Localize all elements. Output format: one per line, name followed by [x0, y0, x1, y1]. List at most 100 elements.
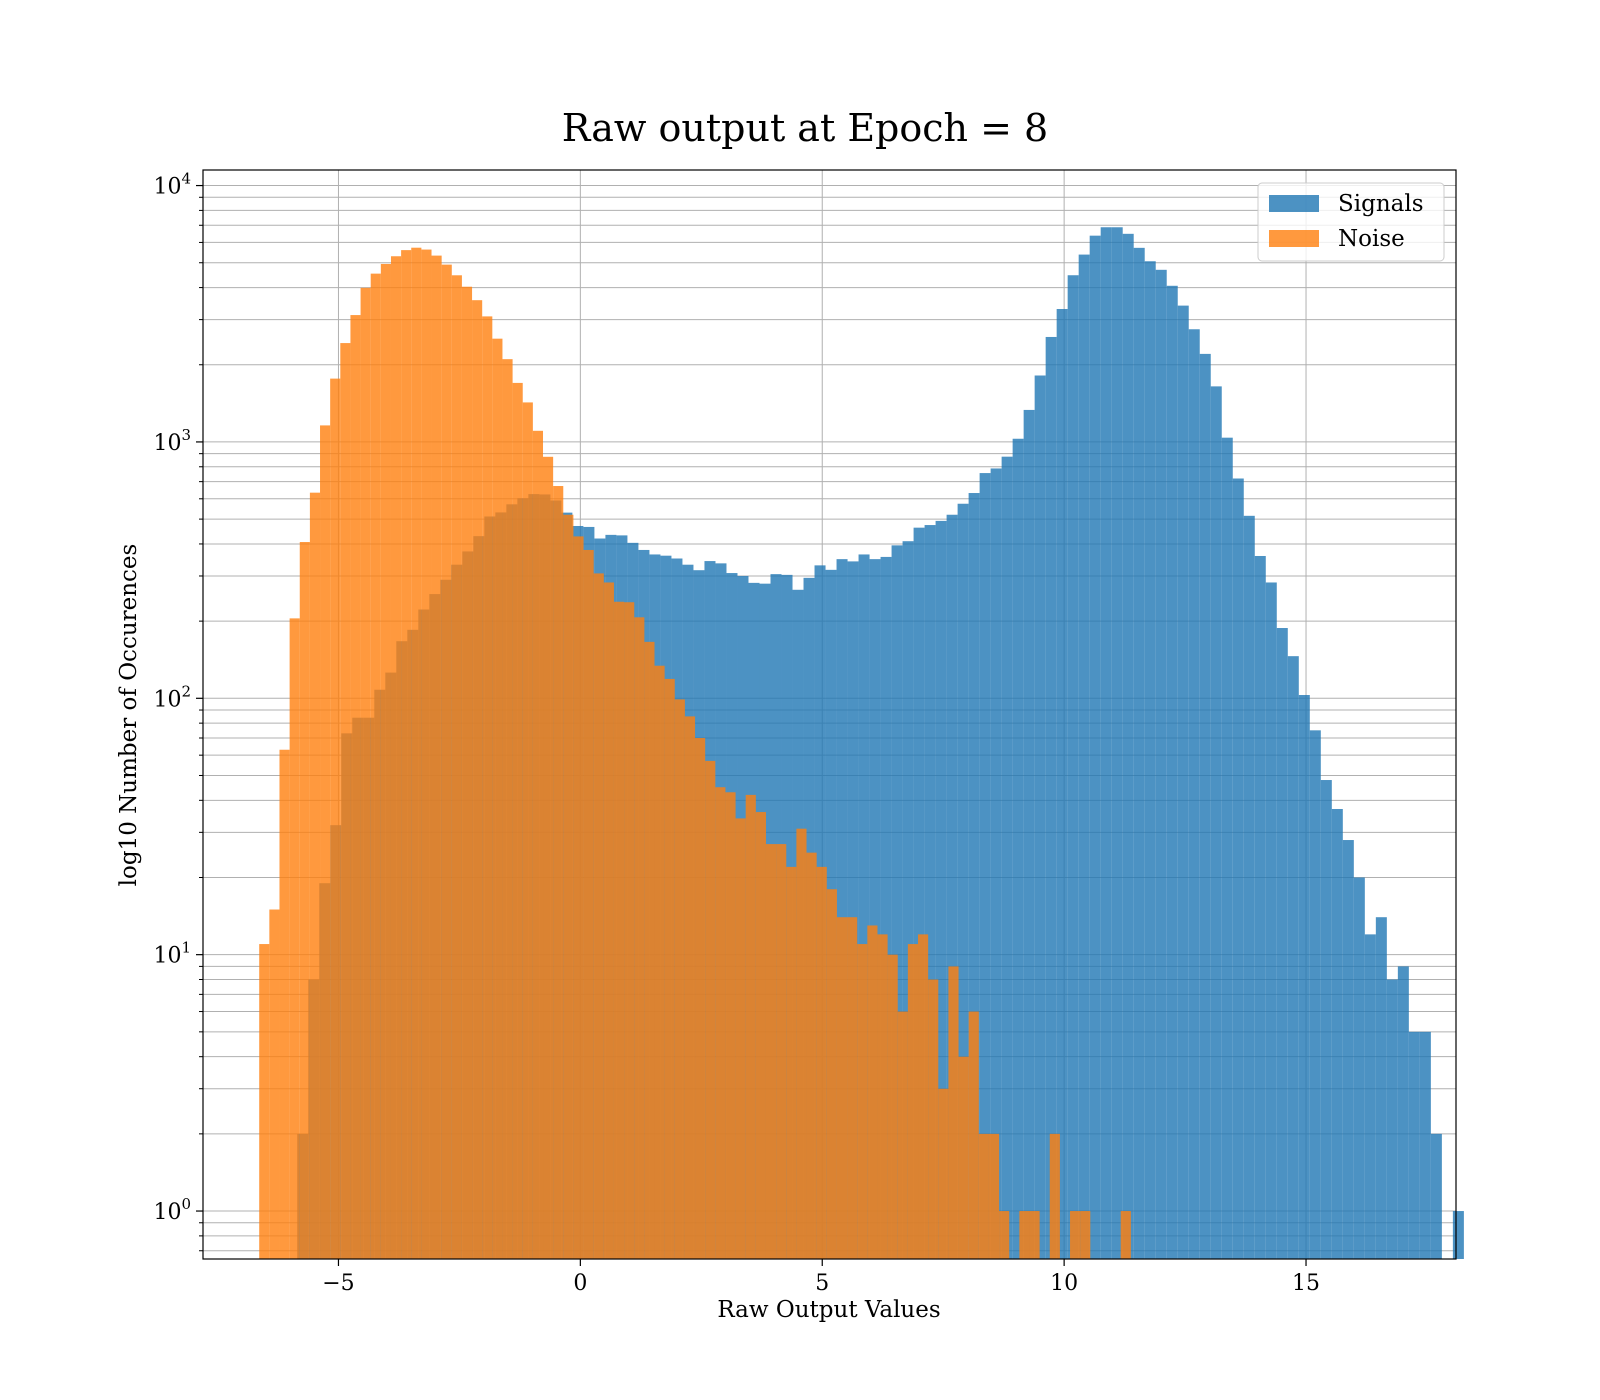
signals-bar	[1287, 656, 1299, 1259]
signals-bar	[891, 545, 903, 1259]
signals-bar	[1298, 695, 1310, 1259]
noise-bar	[492, 338, 503, 1260]
chart-title: Raw output at Epoch = 8	[562, 106, 1048, 150]
signals-bar	[979, 473, 991, 1259]
y-tick-label: 100	[153, 1195, 191, 1225]
noise-bar	[340, 343, 351, 1259]
noise-bar	[735, 818, 746, 1259]
noise-bar	[289, 618, 300, 1259]
signals-bar	[1111, 227, 1123, 1260]
noise-bar	[968, 1011, 979, 1259]
noise-bar	[755, 812, 766, 1259]
noise-bar	[928, 979, 939, 1259]
noise-bar	[563, 514, 574, 1259]
noise-bar	[522, 402, 533, 1259]
signals-bar	[902, 541, 914, 1259]
legend-swatch-noise	[1269, 230, 1319, 247]
noise-bar	[786, 866, 797, 1259]
signals-bar	[1276, 628, 1288, 1259]
signals-bar	[858, 554, 870, 1259]
noise-bar	[1070, 1211, 1081, 1259]
noise-bar	[684, 716, 696, 1259]
noise-bar	[654, 665, 665, 1259]
x-tick-label: 0	[573, 1271, 587, 1296]
noise-bar	[796, 828, 807, 1259]
noise-bar	[816, 866, 827, 1259]
noise-bar	[988, 1133, 1000, 1259]
noise-bar	[725, 792, 736, 1259]
signals-bar	[1210, 386, 1222, 1259]
signals-bar	[1100, 227, 1112, 1260]
signals-bar	[1243, 515, 1255, 1259]
noise-bar	[826, 889, 837, 1259]
noise-bar	[370, 273, 381, 1259]
noise-bar	[380, 263, 391, 1259]
signals-bar	[1188, 329, 1200, 1259]
noise-bar	[836, 917, 848, 1259]
signals-bar	[1155, 269, 1167, 1259]
noise-bar	[624, 602, 635, 1259]
noise-bar	[958, 1056, 969, 1259]
noise-bar	[715, 787, 726, 1259]
noise-bar	[390, 256, 402, 1259]
plot-frame	[202, 169, 1457, 1260]
noise-bar	[350, 315, 361, 1259]
noise-bar	[299, 542, 310, 1259]
noise-bar	[938, 1088, 949, 1259]
signals-bar	[968, 493, 980, 1260]
noise-bar	[512, 382, 523, 1260]
signals-bar	[1177, 305, 1189, 1259]
noise-bar	[411, 247, 422, 1259]
noise-bar	[502, 359, 513, 1259]
noise-bar	[461, 286, 473, 1259]
signals-bar	[957, 503, 969, 1259]
noise-bar	[907, 944, 919, 1259]
y-tick-label: 104	[153, 170, 191, 200]
noise-bar	[553, 486, 564, 1259]
noise-bar	[259, 944, 270, 1259]
noise-bar	[1019, 1211, 1030, 1259]
signals-bar	[1122, 233, 1134, 1260]
signals-bar	[1353, 877, 1365, 1259]
signals-bar	[1067, 275, 1079, 1260]
noise-bar	[705, 760, 716, 1259]
signals-bar	[1221, 437, 1233, 1259]
noise-bar	[472, 300, 483, 1259]
noise-bar	[360, 287, 371, 1259]
signals-bar	[847, 561, 859, 1259]
signals-bar	[1331, 808, 1343, 1259]
legend-label-noise: Noise	[1338, 226, 1405, 252]
noise-bar	[644, 641, 655, 1259]
noise-bar	[1029, 1211, 1040, 1259]
signals-bar	[1364, 934, 1376, 1259]
signals-bar	[1001, 456, 1013, 1259]
noise-bar	[877, 934, 888, 1259]
noise-bar	[978, 1133, 989, 1259]
noise-bars	[259, 247, 1131, 1260]
noise-bar	[999, 1211, 1010, 1259]
y-axis-label: log10 Number of Occurences	[116, 544, 142, 887]
x-axis-label: Raw Output Values	[717, 1297, 940, 1323]
noise-bar	[1049, 1133, 1060, 1259]
noise-bar	[634, 617, 645, 1259]
noise-bar	[867, 925, 878, 1259]
noise-bar	[806, 852, 817, 1259]
noise-bar	[695, 738, 706, 1259]
signals-bar	[1254, 555, 1266, 1259]
signals-bar	[1452, 1211, 1464, 1259]
noise-bar	[948, 966, 959, 1259]
signals-bar	[1089, 235, 1101, 1260]
noise-bar	[583, 549, 594, 1259]
noise-bar	[776, 844, 787, 1259]
noise-bar	[664, 678, 675, 1259]
noise-bar	[320, 425, 331, 1259]
noise-bar	[765, 844, 777, 1259]
noise-bar	[401, 250, 412, 1260]
signals-bar	[1056, 308, 1068, 1259]
signals-bar	[1320, 780, 1332, 1259]
signals-bar	[1430, 1133, 1442, 1259]
signals-bar	[1232, 478, 1244, 1259]
noise-bar	[543, 456, 554, 1259]
noise-bar	[451, 275, 462, 1259]
noise-bar	[918, 934, 929, 1259]
